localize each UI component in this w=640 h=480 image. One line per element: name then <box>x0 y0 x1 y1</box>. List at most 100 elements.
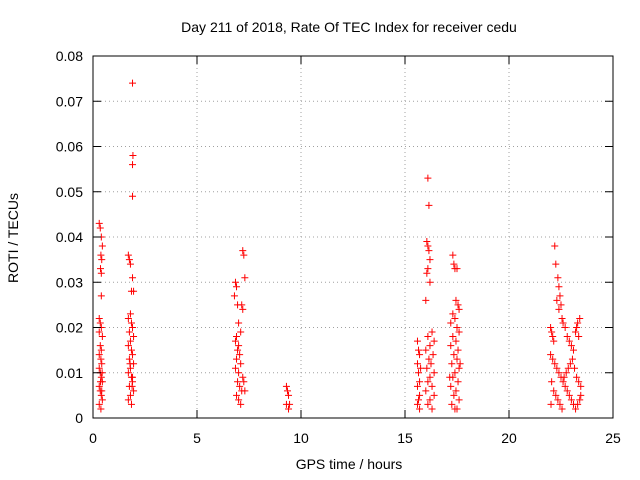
data-point <box>128 382 136 390</box>
data-point <box>426 396 434 404</box>
y-tick-label: 0.04 <box>56 229 83 245</box>
data-point <box>95 314 103 322</box>
data-point <box>413 400 421 408</box>
y-tick-label: 0.08 <box>56 48 83 64</box>
data-point <box>549 355 557 363</box>
data-point <box>130 387 138 395</box>
data-point <box>447 382 455 390</box>
data-point <box>416 391 424 399</box>
data-point <box>424 242 432 250</box>
chart-title: Day 211 of 2018, Rate Of TEC Index for r… <box>181 19 517 35</box>
data-point <box>129 79 137 87</box>
data-point <box>130 333 138 341</box>
data-point <box>576 314 584 322</box>
data-point <box>415 346 423 354</box>
x-tick-label: 15 <box>397 430 413 446</box>
data-point <box>448 400 456 408</box>
data-point <box>129 192 137 200</box>
data-point <box>239 305 247 313</box>
data-point <box>231 364 239 372</box>
data-point <box>127 400 135 408</box>
data-point <box>95 328 103 336</box>
data-point <box>577 391 585 399</box>
data-point <box>98 333 106 341</box>
data-point <box>98 242 106 250</box>
data-point <box>126 310 134 318</box>
data-point <box>416 351 424 359</box>
data-point <box>560 373 568 381</box>
data-point <box>236 351 244 359</box>
data-point <box>422 387 430 395</box>
data-point <box>129 274 137 282</box>
data-point <box>415 369 423 377</box>
data-point <box>454 378 462 386</box>
data-point <box>452 337 460 345</box>
data-point <box>413 382 421 390</box>
data-point <box>129 373 137 381</box>
data-point <box>450 351 458 359</box>
data-point <box>449 310 457 318</box>
data-point <box>239 373 247 381</box>
data-point <box>555 369 563 377</box>
data-point <box>97 346 105 354</box>
data-point <box>555 305 563 313</box>
data-point <box>425 201 433 209</box>
data-point <box>422 296 430 304</box>
data-point <box>567 342 575 350</box>
data-point <box>233 283 241 291</box>
data-point <box>240 378 248 386</box>
data-point <box>551 360 559 368</box>
data-point <box>238 301 246 309</box>
data-point <box>422 346 430 354</box>
data-point <box>129 152 137 160</box>
data-point <box>451 314 459 322</box>
x-tick-label: 25 <box>605 430 621 446</box>
data-point <box>556 400 564 408</box>
data-point <box>417 364 425 372</box>
data-point <box>449 333 457 341</box>
data-point <box>231 337 239 345</box>
data-point <box>547 351 555 359</box>
data-point <box>234 346 242 354</box>
data-point <box>551 242 559 250</box>
data-point <box>425 355 433 363</box>
data-point <box>558 314 566 322</box>
data-point <box>423 364 431 372</box>
data-point <box>447 319 455 327</box>
data-point <box>553 364 561 372</box>
data-point <box>129 324 137 331</box>
data-point <box>124 314 132 322</box>
data-point <box>430 369 438 377</box>
data-point <box>124 342 132 350</box>
data-point <box>552 391 560 399</box>
data-point <box>124 251 132 259</box>
data-point <box>567 396 575 404</box>
data-point <box>426 342 434 350</box>
data-point <box>97 355 105 363</box>
data-point <box>428 328 436 336</box>
data-point <box>415 396 423 404</box>
data-point <box>424 174 432 182</box>
data-point <box>430 391 438 399</box>
data-point <box>233 355 241 363</box>
data-point <box>427 360 435 368</box>
data-point <box>573 324 581 331</box>
data-point <box>430 337 438 345</box>
data-point <box>98 256 106 264</box>
data-point <box>564 364 572 372</box>
data-point <box>240 251 248 259</box>
data-point <box>446 373 454 381</box>
data-point <box>428 405 436 413</box>
data-point <box>451 369 459 377</box>
x-tick-label: 10 <box>293 430 309 446</box>
data-point <box>96 224 104 232</box>
data-point <box>455 328 463 336</box>
y-tick-label: 0 <box>75 410 83 426</box>
data-point <box>95 382 103 390</box>
data-point <box>450 391 458 399</box>
data-point <box>555 283 563 291</box>
data-point <box>235 369 243 377</box>
data-point <box>423 269 431 277</box>
data-point <box>572 405 580 413</box>
